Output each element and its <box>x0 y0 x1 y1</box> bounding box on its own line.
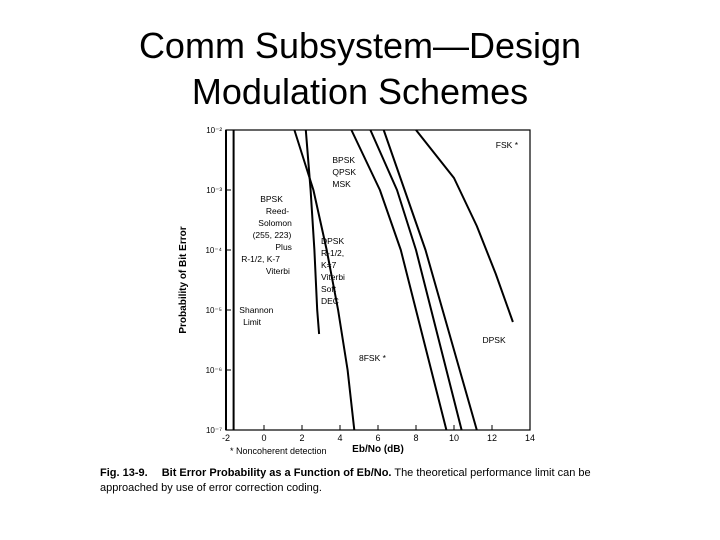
annotation-label: (255, 223) <box>253 230 292 240</box>
annotation-label: Reed- <box>266 206 289 216</box>
x-axis-ticks: -2 0 2 4 6 8 10 12 14 <box>222 425 535 443</box>
x-tick-label: 8 <box>413 433 418 443</box>
curve-dpsk-r-1-2-k-7-viterbi-soft-dec <box>293 129 356 431</box>
y-tick-label: 10⁻⁴ <box>205 246 222 255</box>
y-tick-label: 10⁻⁵ <box>206 306 222 315</box>
annotation-label: Soft <box>321 284 337 294</box>
annotation-label: DEC <box>321 296 339 306</box>
x-tick-label: 6 <box>375 433 380 443</box>
annotation-label: Viterbi <box>321 272 345 282</box>
curve-dpsk <box>382 129 478 431</box>
annotation-label: R-1/2, K-7 <box>241 254 280 264</box>
caption-text: The theoretical performance limit can be… <box>100 467 591 494</box>
x-tick-label: -2 <box>222 433 230 443</box>
x-axis-label: Eb/No (dB) <box>352 444 404 455</box>
footnote: * Noncoherent detection <box>230 446 327 456</box>
x-tick-label: 14 <box>525 433 535 443</box>
figure-number: Fig. 13-9. <box>100 467 148 479</box>
annotation-label: Limit <box>243 317 262 327</box>
figure-caption: Fig. 13-9. Bit Error Probability as a Fun… <box>100 466 620 496</box>
y-axis-label: Probability of Bit Error <box>178 226 189 333</box>
annotation-label: 8FSK * <box>359 353 387 363</box>
x-tick-label: 10 <box>449 433 459 443</box>
slide-title: Comm Subsystem—Design <box>138 25 582 66</box>
annotation-label: Shannon <box>239 305 273 315</box>
curve-bpsk-reed-solomon-255-223-plus-r-1-2-k-7-viterbi <box>304 129 321 335</box>
curve-fsk <box>415 129 514 323</box>
slide-subtitle: Modulation Schemes <box>191 71 529 112</box>
annotation-label: Viterbi <box>266 266 290 276</box>
figure-title: Bit Error Probability as a Function of E… <box>161 467 392 479</box>
curves <box>225 129 514 431</box>
x-tick-label: 2 <box>299 433 304 443</box>
curve-annotations: FSK * BPSK QPSK MSK BPSK Reed- Solomon (255, 22… <box>239 140 518 363</box>
curve-8fsk <box>350 129 448 431</box>
annotation-label: QPSK <box>332 167 356 177</box>
annotation-label: DPSK <box>483 335 506 345</box>
plot-frame <box>225 129 531 431</box>
y-tick-label: 10⁻⁷ <box>206 426 222 435</box>
annotation-label: K=7 <box>321 260 337 270</box>
y-axis-ticks: 10⁻² 10⁻³ 10⁻⁴ 10⁻⁵ 10⁻⁶ 10⁻⁷ <box>205 126 231 435</box>
y-tick-label: 10⁻² <box>206 126 222 135</box>
y-tick-label: 10⁻⁶ <box>206 366 222 375</box>
annotation-label: R-1/2, <box>321 248 344 258</box>
annotation-label: FSK * <box>496 140 519 150</box>
annotation-label: BPSK <box>260 194 283 204</box>
annotation-label: DPSK <box>321 236 344 246</box>
x-tick-label: 4 <box>337 433 342 443</box>
x-tick-label: 0 <box>261 433 266 443</box>
y-tick-label: 10⁻³ <box>206 186 222 195</box>
x-tick-label: 12 <box>487 433 497 443</box>
curve-bpsk-qpsk-msk <box>369 129 463 431</box>
annotation-label: BPSK <box>332 155 355 165</box>
annotation-label: Solomon <box>258 218 292 228</box>
annotation-label: MSK <box>332 179 351 189</box>
annotation-label: Plus <box>275 242 292 252</box>
